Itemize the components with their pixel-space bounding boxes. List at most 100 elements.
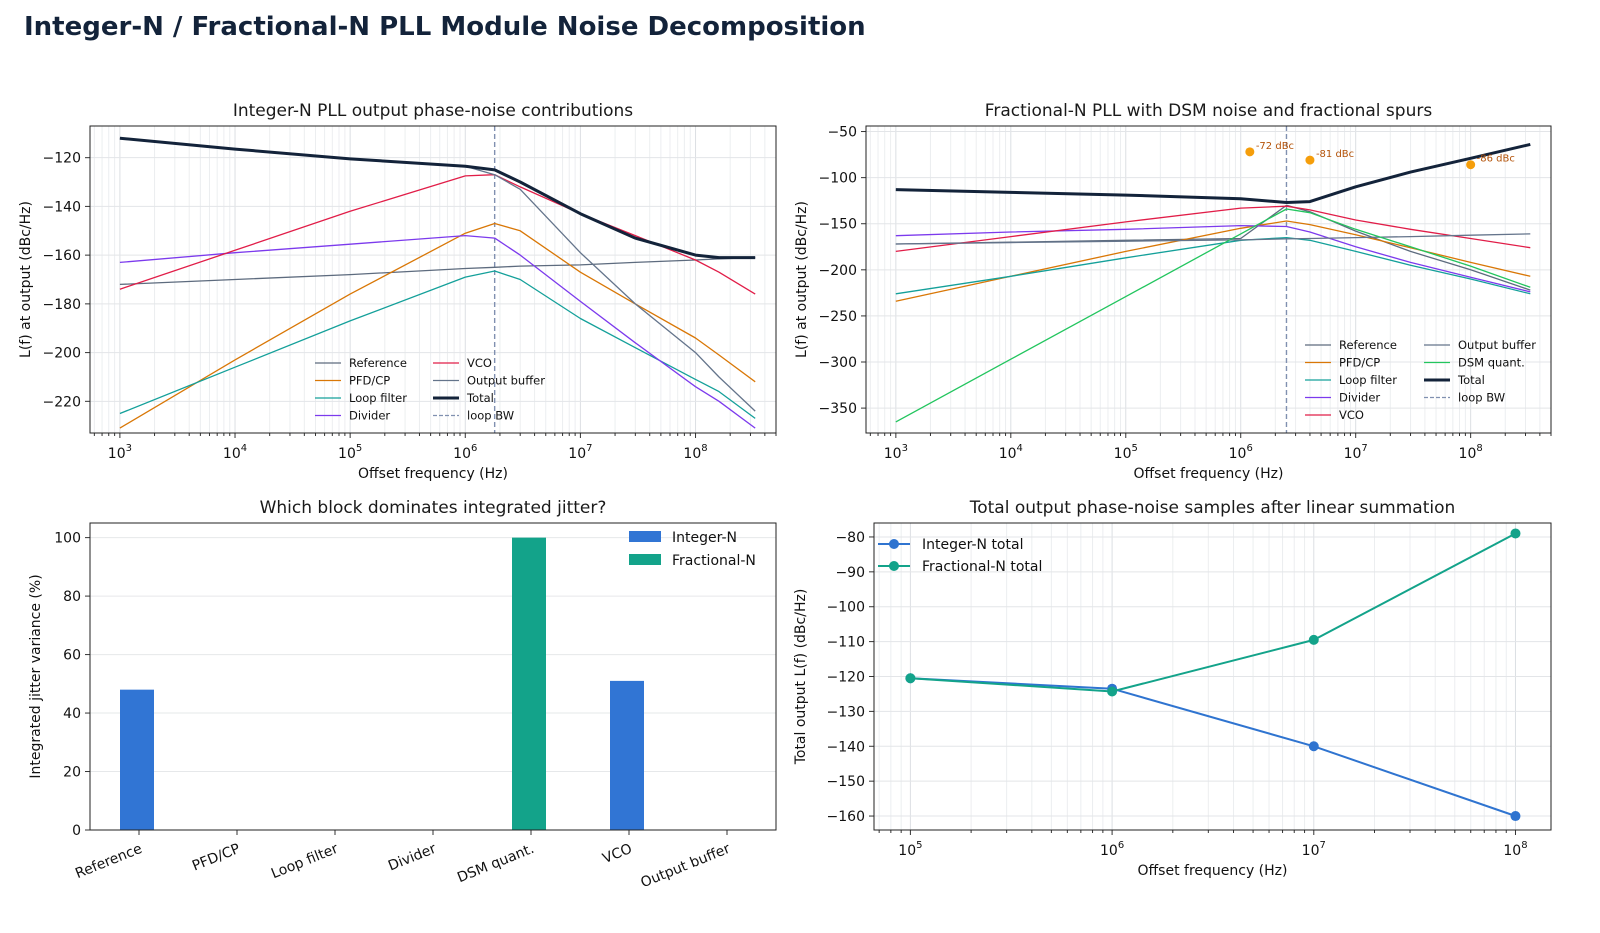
data-point (1308, 741, 1319, 752)
data-point (905, 673, 916, 684)
y-tick-label: 0 (72, 823, 81, 839)
series-line-dsm (895, 208, 1531, 423)
x-tick-label: VCO (600, 841, 634, 867)
total-noise-samples-chart: −160 −150 −140 −130 −120 −110 −100 −90 −80 105 106… (793, 498, 1552, 879)
x-tick-label: Divider (386, 841, 439, 875)
x-tick-label: 107 (568, 443, 592, 462)
legend-label: Fractional-N total (922, 559, 1042, 575)
y-axis-label: L(f) at output (dBc/Hz) (794, 201, 810, 358)
legend-swatch (629, 554, 661, 565)
y-tick-label: −250 (819, 309, 857, 325)
series-line-1 (910, 532, 1516, 693)
series-line-output_buffer (119, 137, 756, 412)
y-tick-label: −50 (827, 125, 857, 141)
y-axis-label: Integrated jitter variance (%) (28, 574, 44, 778)
y-tick-label: −150 (827, 774, 865, 790)
series-line-total (119, 136, 756, 260)
spur-label: -81 dBc (1316, 149, 1354, 160)
y-tick-label: −160 (827, 809, 865, 825)
data-point (1510, 811, 1521, 822)
y-axis-label: Total output L(f) (dBc/Hz) (793, 589, 809, 766)
series-line-loop_filter (895, 236, 1531, 295)
y-tick-label: −220 (43, 394, 81, 410)
y-tick-label: 100 (54, 531, 81, 547)
x-axis-label: Offset frequency (Hz) (358, 466, 508, 482)
legend-label: DSM quant. (1458, 356, 1525, 370)
x-tick-label: 105 (1114, 443, 1138, 462)
y-axis-label: L(f) at output (dBc/Hz) (18, 201, 34, 358)
x-tick-label: 108 (683, 443, 707, 462)
legend-label: Reference (1339, 338, 1397, 352)
y-tick-label: −140 (43, 199, 81, 215)
data-point (1107, 686, 1118, 697)
y-tick-label: −80 (835, 530, 865, 546)
chart-title: Integer-N PLL output phase-noise contrib… (233, 101, 633, 121)
bar-integer-n (610, 680, 644, 830)
series-line-reference (895, 204, 1531, 291)
x-axis-label: Offset frequency (Hz) (1134, 466, 1284, 482)
chart-title: Total output phase-noise samples after l… (969, 498, 1456, 518)
y-tick-label: 60 (63, 648, 81, 664)
series-line-divider (895, 224, 1531, 293)
y-tick-label: −120 (43, 151, 81, 167)
legend-label: Loop filter (349, 391, 407, 405)
legend-label: Output buffer (1458, 338, 1536, 352)
x-tick-label: 107 (1302, 840, 1326, 859)
x-tick-label: 108 (1503, 840, 1527, 859)
integer-n-noise-chart: −220 −200 −180 −160 −140 −120 103 104 105 106 107 1… (18, 101, 777, 482)
legend-label: Output buffer (467, 374, 545, 388)
y-tick-label: −300 (819, 355, 857, 371)
y-tick-label: −350 (819, 401, 857, 417)
jitter-bar-chart: 0 20 40 60 80 100 Reference PFD/CP Loop filter Di… (28, 498, 777, 891)
y-tick-label: 40 (63, 706, 81, 722)
x-tick-label: Loop filter (269, 841, 341, 882)
legend-label: loop BW (467, 409, 514, 423)
x-tick-label: 106 (1229, 443, 1253, 462)
y-tick-label: 20 (63, 765, 81, 781)
legend-label: Integer-N total (922, 537, 1023, 553)
bar-fractional-n (512, 537, 546, 830)
x-tick-label: PFD/CP (190, 841, 243, 875)
legend-label: Divider (349, 409, 390, 423)
data-point (1510, 528, 1521, 539)
x-tick-label: 107 (1344, 443, 1368, 462)
series-line-pfd_cp (119, 222, 756, 429)
legend-label: Fractional-N (672, 553, 756, 569)
series-line-loop_filter (119, 270, 756, 419)
spur-marker (1305, 155, 1315, 165)
x-tick-label: 106 (1100, 840, 1124, 859)
x-tick-label: 104 (223, 443, 247, 462)
series-line-reference (119, 256, 756, 286)
y-tick-label: −180 (43, 297, 81, 313)
spur-label: -72 dBc (1256, 141, 1294, 152)
series-line-divider (119, 234, 756, 429)
plot-frame (873, 522, 1552, 831)
spur-marker (1245, 147, 1255, 157)
x-tick-label: 103 (108, 443, 132, 462)
fractional-n-noise-chart: −350 −300 −250 −200 −150 −100 −50 103 104 105 106 1… (794, 101, 1552, 482)
x-tick-label: 105 (898, 840, 922, 859)
plot-frame (89, 522, 777, 831)
data-point (1308, 634, 1319, 645)
legend-marker (889, 561, 899, 571)
series-line-vco (895, 205, 1531, 253)
x-tick-label: Output buffer (639, 841, 733, 891)
legend-label: Total (1457, 373, 1485, 387)
series-line-vco (119, 174, 756, 295)
x-tick-label: 106 (453, 443, 477, 462)
legend-label: PFD/CP (1339, 356, 1380, 370)
page-title: Integer-N / Fractional-N PLL Module Nois… (24, 12, 866, 42)
x-tick-label: 103 (884, 443, 908, 462)
x-tick-label: 104 (999, 443, 1023, 462)
series-line-pfd_cp (895, 220, 1531, 302)
y-tick-label: 80 (63, 589, 81, 605)
legend-swatch (629, 531, 661, 542)
y-tick-label: −120 (827, 670, 865, 686)
legend-label: loop BW (1458, 391, 1505, 405)
plot-frame (865, 125, 1552, 434)
bar-integer-n (120, 689, 154, 830)
plot-frame (89, 125, 777, 434)
series-line-0 (910, 677, 1516, 817)
spur-label: -86 dBc (1477, 154, 1515, 165)
spur-marker (1466, 160, 1476, 170)
